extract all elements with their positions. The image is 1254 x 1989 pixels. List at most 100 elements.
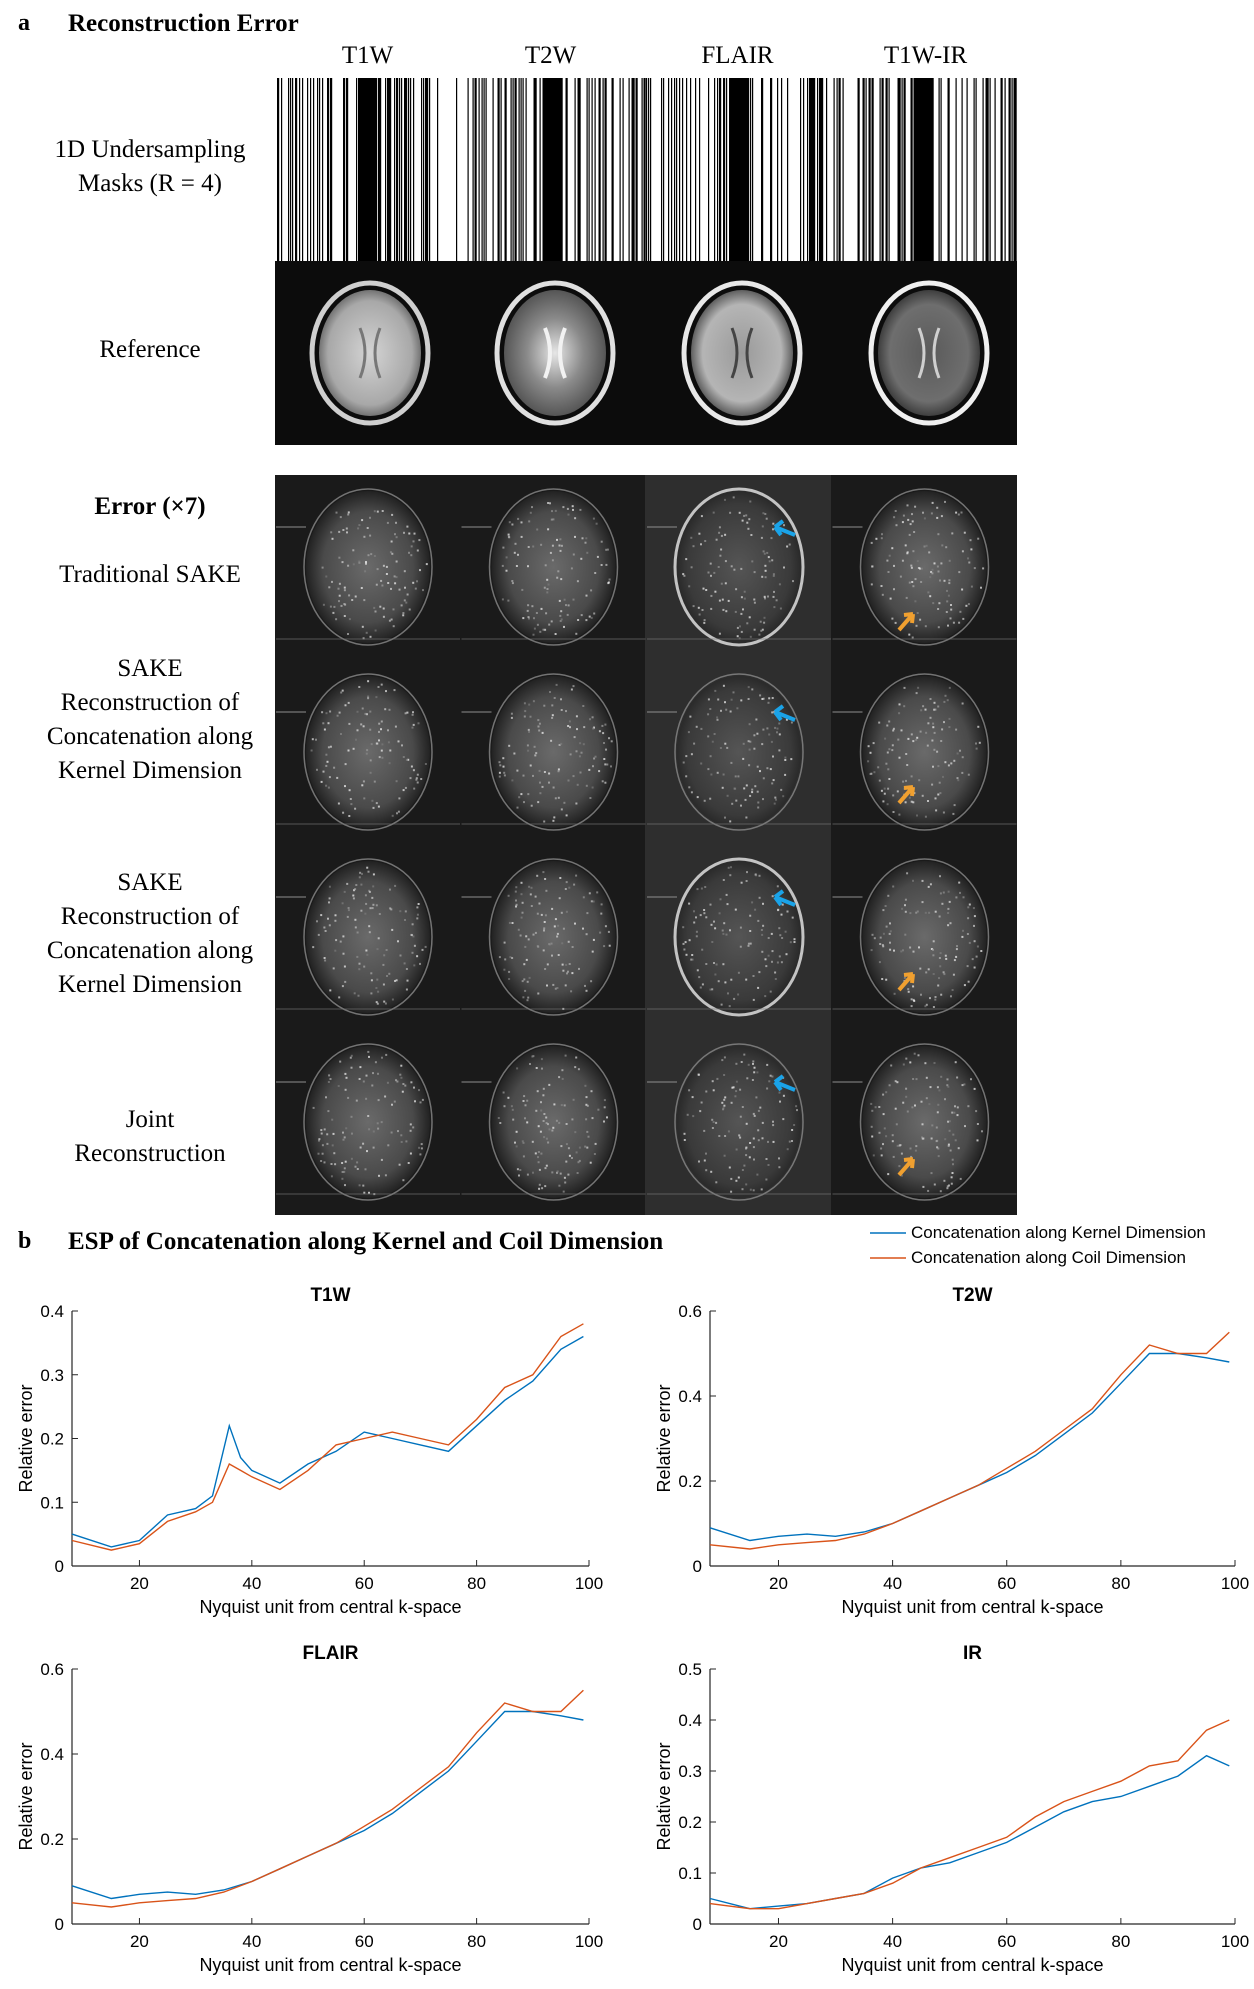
- orange-arrow-icon: [897, 612, 915, 632]
- error-map-cell: [276, 673, 460, 831]
- method-label-sake-kernel-2: SAKE Reconstruction of Concatenation alo…: [20, 866, 280, 1002]
- method-label-line: Traditional SAKE: [59, 561, 241, 588]
- series-line-kernel: [709, 1352, 1230, 1542]
- x-tick-label: 20: [130, 1932, 149, 1951]
- method-label-traditional-sake: Traditional SAKE: [20, 558, 280, 592]
- mask-and-reference-figure: [275, 78, 1017, 445]
- panel-a-title: Reconstruction Error: [68, 10, 299, 37]
- x-tick-label: 40: [242, 1932, 261, 1951]
- method-label-line: Reconstruction: [74, 1140, 226, 1167]
- x-tick-label: 20: [130, 1574, 149, 1593]
- y-tick-label: 0.4: [678, 1711, 702, 1730]
- y-tick-label: 0: [55, 1915, 64, 1934]
- x-tick-label: 60: [997, 1932, 1016, 1951]
- y-tick-label: 0.3: [40, 1366, 64, 1385]
- method-label-line: Kernel Dimension: [58, 971, 242, 998]
- x-tick-label: 40: [242, 1574, 261, 1593]
- x-tick-label: 100: [1221, 1574, 1249, 1593]
- y-tick-label: 0.2: [678, 1472, 702, 1491]
- y-axis-label: Relative error: [16, 1384, 36, 1492]
- legend-label-coil: Concatenation along Coil Dimension: [911, 1248, 1186, 1267]
- error-map-cell: [461, 1043, 646, 1201]
- error-map-cell: [461, 673, 646, 831]
- x-tick-label: 100: [575, 1932, 603, 1951]
- error-maps-figure: [275, 475, 1017, 1215]
- y-tick-label: 0.4: [40, 1302, 64, 1321]
- arrows: [773, 519, 915, 1177]
- series-line-coil: [709, 1331, 1230, 1550]
- orange-arrow-icon: [897, 785, 915, 805]
- chart-flair: FLAIR 0 0.2 0.4 0.6 20 40 60 80 100 Nyquist unit f…: [16, 1643, 603, 1975]
- series-line-coil: [71, 1323, 584, 1551]
- method-label-line: Reconstruction of: [60, 689, 240, 716]
- legend-label-kernel: Concatenation along Kernel Dimension: [911, 1223, 1206, 1242]
- error-map-cell: [647, 1043, 831, 1201]
- error-map-cell: [276, 1043, 460, 1201]
- x-tick-label: 100: [1221, 1932, 1249, 1951]
- series-line-kernel: [71, 1710, 584, 1900]
- error-map-cell: [832, 673, 1017, 831]
- error-map-cell: [276, 858, 460, 1016]
- error-map-cell: [647, 487, 831, 647]
- panel-b-title: ESP of Concatenation along Kernel and Co…: [68, 1228, 664, 1255]
- method-label-line: Concatenation along: [46, 937, 254, 964]
- column-header-flair: FLAIR: [701, 42, 774, 69]
- chart-title: IR: [963, 1643, 982, 1664]
- error-map-cell: [832, 1043, 1017, 1201]
- column-header-t2w: T2W: [524, 42, 577, 69]
- x-tick-label: 80: [467, 1574, 486, 1593]
- x-tick-label: 80: [467, 1932, 486, 1951]
- legend: Concatenation along Kernel Dimension Con…: [870, 1223, 1206, 1267]
- blue-arrow-icon: [773, 889, 796, 907]
- x-tick-label: 100: [575, 1574, 603, 1593]
- x-tick-label: 40: [883, 1932, 902, 1951]
- chart-title: FLAIR: [303, 1643, 359, 1664]
- row-label-masks-line2: Masks (R = 4): [78, 170, 222, 197]
- x-tick-label: 80: [1111, 1932, 1130, 1951]
- y-tick-label: 0.1: [40, 1493, 64, 1512]
- x-axis-label: Nyquist unit from central k-space: [841, 1955, 1103, 1975]
- x-axis-label: Nyquist unit from central k-space: [199, 1597, 461, 1617]
- blue-arrow-icon: [773, 704, 796, 722]
- orange-arrow-icon: [897, 1157, 915, 1177]
- undersampling-masks: [275, 78, 1017, 261]
- orange-arrow-icon: [897, 972, 915, 992]
- method-label-line: Concatenation along: [46, 723, 254, 750]
- method-label-line: SAKE: [117, 655, 183, 682]
- chart-t1w: T1W 0 0.1 0.2 0.3 0.4 20 40 60 80 100 Nyquist unit …: [16, 1285, 603, 1617]
- y-tick-label: 0.3: [678, 1762, 702, 1781]
- reference-image-flair: [681, 280, 803, 426]
- error-map-cell: [832, 488, 1017, 646]
- panel-b-label: b: [18, 1228, 32, 1254]
- x-tick-label: 60: [997, 1574, 1016, 1593]
- y-axis-label: Relative error: [654, 1384, 674, 1492]
- column-header-t1w-ir: T1W-IR: [883, 42, 968, 69]
- series-line-coil: [709, 1719, 1230, 1910]
- error-map-cell: [461, 488, 646, 646]
- x-tick-label: 60: [355, 1932, 374, 1951]
- method-label-joint-reconstruction: Joint Reconstruction: [20, 1103, 280, 1171]
- y-tick-label: 0.2: [40, 1830, 64, 1849]
- series-line-coil: [71, 1689, 584, 1908]
- y-tick-label: 0.6: [678, 1302, 702, 1321]
- y-tick-label: 0.6: [40, 1660, 64, 1679]
- y-tick-label: 0.1: [678, 1864, 702, 1883]
- panel-a-label: a: [18, 10, 30, 36]
- chart-ir: IR 0 0.1 0.2 0.3 0.4 0.5 20 40 60 80 100 Nyquist uni…: [654, 1643, 1249, 1975]
- method-label-line: Kernel Dimension: [58, 757, 242, 784]
- x-tick-label: 60: [355, 1574, 374, 1593]
- reference-image-t2w: [494, 280, 616, 426]
- x-tick-label: 40: [883, 1574, 902, 1593]
- y-axis-label: Relative error: [654, 1742, 674, 1850]
- series-line-kernel: [71, 1335, 584, 1548]
- y-tick-label: 0.5: [678, 1660, 702, 1679]
- error-map-cell: [832, 858, 1017, 1016]
- column-header-t1w: T1W: [341, 42, 394, 69]
- x-tick-label: 20: [769, 1574, 788, 1593]
- reference-image-t1w-ir: [868, 280, 990, 426]
- y-axis-label: Relative error: [16, 1742, 36, 1850]
- x-axis-label: Nyquist unit from central k-space: [199, 1955, 461, 1975]
- chart-title: T1W: [310, 1285, 350, 1306]
- y-tick-label: 0.2: [678, 1813, 702, 1832]
- blue-arrow-icon: [773, 1074, 796, 1092]
